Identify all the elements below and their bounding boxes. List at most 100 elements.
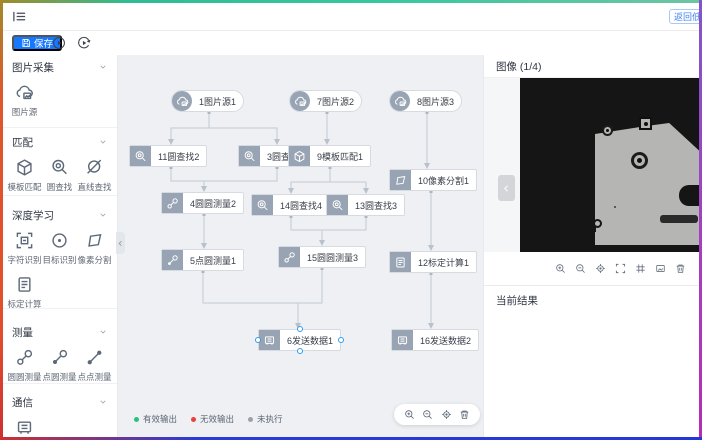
sidebar-divider (3, 308, 117, 309)
flow-edges (168, 111, 434, 329)
tool-sidebar: 图片采集 图片源 匹配 模板匹配 (3, 55, 118, 437)
save-button[interactable]: 保存 (12, 35, 63, 51)
fullscreen-icon[interactable] (615, 263, 626, 274)
sidebar-item-target-detect[interactable]: 目标识别 (42, 231, 77, 266)
node-send-data-1[interactable]: 6发送数据1 (255, 326, 345, 354)
node-circle-find-4[interactable]: 14圆查找4 (251, 194, 331, 216)
section-communication: 通信 (3, 395, 117, 437)
flow-canvas[interactable]: 1图片源1 7图片源2 8图片源3 11圆查找2 3圆查找1 9模板匹配1 10… (118, 55, 483, 437)
sidebar-collapse-toggle[interactable] (116, 232, 125, 254)
node-circle-circle-measure-3[interactable]: 15圆圆测量3 (278, 246, 367, 268)
segment-icon (390, 170, 411, 190)
node-point-circle-measure-1[interactable]: 5点圆测量1 (161, 249, 245, 271)
section-header-matching[interactable]: 匹配 (3, 135, 117, 149)
ocr-icon (15, 231, 34, 250)
node-send-data-2[interactable]: 16发送数据2 (391, 329, 480, 351)
invalid-output-dot (191, 416, 197, 422)
canvas-zoom-toolbar (394, 404, 480, 425)
back-to-lowcode-button[interactable]: 返回低代 (669, 9, 699, 24)
node-handle-bottom[interactable] (296, 348, 303, 354)
zoom-out-icon[interactable] (422, 409, 433, 420)
section-header-deep-learning[interactable]: 深度学习 (3, 208, 117, 222)
plate-hole-small (602, 125, 613, 136)
node-circle-circle-measure-2[interactable]: 4圆圆测量2 (161, 192, 245, 214)
section-header-measurement[interactable]: 测量 (3, 325, 117, 339)
node-template-match-1[interactable]: 9模板匹配1 (288, 145, 372, 167)
delete-icon[interactable] (459, 409, 470, 420)
frame-edge-top (0, 0, 702, 3)
circle-search-icon (327, 195, 348, 215)
sidebar-item-circle-circle-measure[interactable]: 圆圆测量 (7, 348, 42, 383)
image-panel-title: 图像 (1/4) (484, 55, 699, 78)
panel-divider (484, 285, 699, 286)
sidebar-divider (3, 383, 117, 384)
node-calibration-calc-1[interactable]: 12标定计算1 (389, 251, 478, 273)
prev-image-button[interactable] (498, 175, 515, 201)
node-circle-find-3[interactable]: 13圆查找3 (326, 194, 406, 216)
step-play-icon (77, 36, 91, 50)
node-handle-right[interactable] (338, 337, 345, 343)
valid-output-dot (134, 416, 139, 422)
zoom-out-icon[interactable] (575, 263, 586, 274)
circle-search-icon (239, 146, 260, 166)
sidebar-item-ocr[interactable]: 字符识别 (7, 231, 42, 266)
grid-icon[interactable] (635, 263, 646, 274)
chevron-left-icon (117, 240, 124, 247)
node-pixel-segment-1[interactable]: 10像素分割1 (389, 169, 478, 191)
sidebar-item-calibration-calc[interactable]: 标定计算 (7, 275, 42, 310)
zoom-in-icon[interactable] (555, 263, 566, 274)
image-toolbar (484, 255, 699, 281)
current-results-title: 当前结果 (496, 295, 538, 307)
device-icon (15, 418, 34, 437)
sidebar-item-pixel-segment[interactable]: 像素分割 (77, 231, 112, 266)
section-header-image-acquisition[interactable]: 图片采集 (3, 60, 117, 74)
node-image-source-2[interactable]: 7图片源2 (289, 90, 363, 112)
device-icon (392, 330, 413, 350)
circle-search-icon (50, 158, 69, 177)
zoom-in-icon[interactable] (404, 409, 415, 420)
sidebar-item-point-point-measure[interactable]: 点点测量 (77, 348, 112, 383)
circle-circle-icon (15, 348, 34, 367)
metal-plate (595, 123, 699, 245)
calc-form-icon (15, 275, 34, 294)
sidebar-item-image-source[interactable]: 图片源 (7, 83, 42, 118)
save-icon (21, 38, 31, 48)
circle-search-icon (130, 146, 151, 166)
step-run-button[interactable] (77, 36, 91, 50)
cloud-image-icon (290, 91, 310, 111)
sidebar-item-communication-device[interactable] (7, 418, 42, 437)
section-deep-learning: 深度学习 字符识别 目标识别 像素分割 标定计算 (3, 208, 117, 310)
chevron-down-icon (99, 138, 107, 146)
node-handle-left[interactable] (255, 337, 261, 343)
image-compare-icon[interactable] (655, 263, 666, 274)
delete-icon[interactable] (675, 263, 686, 274)
hamburger-icon[interactable] (12, 9, 27, 24)
plate-notch (679, 185, 699, 206)
image-preview (484, 78, 699, 252)
section-header-communication[interactable]: 通信 (3, 395, 117, 409)
point-point-icon (85, 348, 104, 367)
locate-icon[interactable] (441, 409, 452, 420)
sidebar-item-template-match[interactable]: 模板匹配 (7, 158, 42, 193)
cloud-image-icon (15, 83, 34, 102)
fiducial-marker (639, 117, 652, 130)
plate-hole-large (631, 152, 648, 169)
node-image-source-1[interactable]: 1图片源1 (171, 90, 245, 112)
sidebar-item-line-find[interactable]: 直线查找 (77, 158, 112, 193)
chevron-down-icon (99, 328, 107, 336)
sidebar-item-point-circle-measure[interactable]: 点圆测量 (42, 348, 77, 383)
circle-circle-icon (162, 193, 183, 213)
run-button[interactable] (52, 36, 66, 50)
node-image-source-3[interactable]: 8图片源3 (389, 90, 463, 112)
chevron-left-icon (502, 184, 511, 193)
circle-search-icon (252, 195, 273, 215)
cube-icon (15, 158, 34, 177)
node-circle-find-2[interactable]: 11圆查找2 (129, 145, 208, 167)
locate-icon[interactable] (595, 263, 606, 274)
node-handle-top[interactable] (296, 326, 303, 332)
device-icon (259, 330, 280, 350)
sidebar-item-circle-find[interactable]: 圆查找 (42, 158, 77, 193)
frame-edge-bottom (0, 437, 702, 440)
play-circle-icon (52, 36, 66, 50)
save-label: 保存 (34, 39, 54, 50)
